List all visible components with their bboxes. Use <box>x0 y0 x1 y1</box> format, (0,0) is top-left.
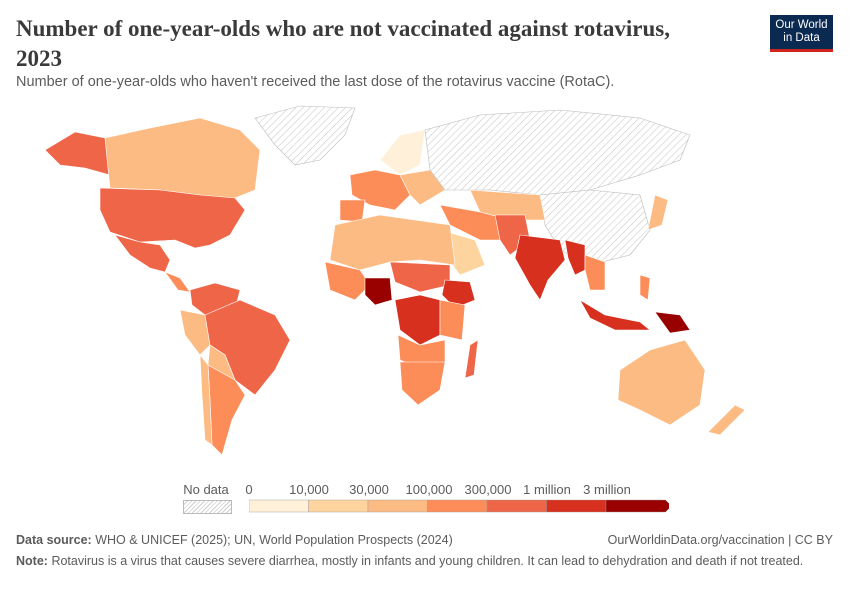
source-url-link[interactable]: OurWorldinData.org/vaccination | CC BY <box>607 533 833 547</box>
country-north-africa[interactable] <box>329 214 456 271</box>
legend-tick-label: 1 million <box>523 482 571 497</box>
country-ethiopia[interactable] <box>441 279 476 309</box>
legend-no-data-label: No data <box>183 482 229 497</box>
data-source: Data source: WHO & UNICEF (2025); UN, Wo… <box>16 533 453 547</box>
country-greenland[interactable] <box>254 105 356 166</box>
legend-tick-label: 0 <box>245 482 253 497</box>
country-eastern-europe[interactable] <box>399 169 446 206</box>
note-label: Note: <box>16 554 48 568</box>
country-mexico[interactable] <box>114 234 171 273</box>
country-japan[interactable] <box>647 194 669 231</box>
legend-tick-label: 100,000 <box>405 482 453 497</box>
logo-text: Our World in Data <box>775 19 828 44</box>
country-india[interactable] <box>514 234 566 301</box>
legend-bin-swatch[interactable] <box>308 499 369 513</box>
legend-bin-swatch[interactable] <box>427 499 488 513</box>
chart-note: Note: Rotavirus is a virus that causes s… <box>16 554 816 569</box>
country-new-guinea[interactable] <box>654 311 691 334</box>
country-iberia[interactable] <box>339 199 366 223</box>
country-bangladesh-myanmar[interactable] <box>564 239 586 276</box>
country-west-africa[interactable] <box>324 261 371 301</box>
chart-subtitle: Number of one-year-olds who haven't rece… <box>16 74 615 90</box>
country-southeast-asia[interactable] <box>584 254 606 291</box>
legend-no-data-swatch[interactable] <box>183 500 232 514</box>
country-nigeria[interactable] <box>364 277 393 306</box>
country-philippines[interactable] <box>639 274 651 301</box>
legend-tick-label: 10,000 <box>289 482 329 497</box>
note-text: Rotavirus is a virus that causes severe … <box>51 554 804 568</box>
legend-tick-label: 30,000 <box>349 482 389 497</box>
legend-bin-swatch[interactable] <box>605 499 669 513</box>
world-map <box>44 105 746 456</box>
country-central-asia[interactable] <box>469 189 546 221</box>
legend-bin-swatch[interactable] <box>249 499 309 513</box>
country-new-zealand[interactable] <box>707 404 746 436</box>
country-peru-ecuador[interactable] <box>179 309 211 356</box>
legend-tick-label: 300,000 <box>464 482 512 497</box>
country-scandinavia[interactable] <box>379 129 426 176</box>
legend-color-bar <box>249 499 669 513</box>
owid-logo[interactable]: Our World in Data <box>770 15 833 52</box>
chart-title: Number of one-year-olds who are not vacc… <box>16 16 670 71</box>
source-text: WHO & UNICEF (2025); UN, World Populatio… <box>95 533 453 547</box>
legend-bin-swatch[interactable] <box>486 499 547 513</box>
legend-bin-swatch[interactable] <box>546 499 607 513</box>
legend-tick-label: 3 million <box>583 482 631 497</box>
country-central-america[interactable] <box>164 271 191 293</box>
country-usa[interactable] <box>99 187 246 249</box>
legend-bin-swatch[interactable] <box>367 499 428 513</box>
source-label: Data source: <box>16 533 92 547</box>
country-east-africa[interactable] <box>439 299 466 341</box>
country-alaska[interactable] <box>44 131 111 176</box>
country-southern-africa[interactable] <box>399 361 446 406</box>
country-indonesia[interactable] <box>579 299 651 331</box>
country-sudan-chad[interactable] <box>389 261 451 293</box>
country-canada[interactable] <box>104 117 261 201</box>
country-chile[interactable] <box>199 354 213 446</box>
country-madagascar[interactable] <box>464 339 479 379</box>
country-australia[interactable] <box>617 339 706 426</box>
country-russia[interactable] <box>424 109 691 196</box>
